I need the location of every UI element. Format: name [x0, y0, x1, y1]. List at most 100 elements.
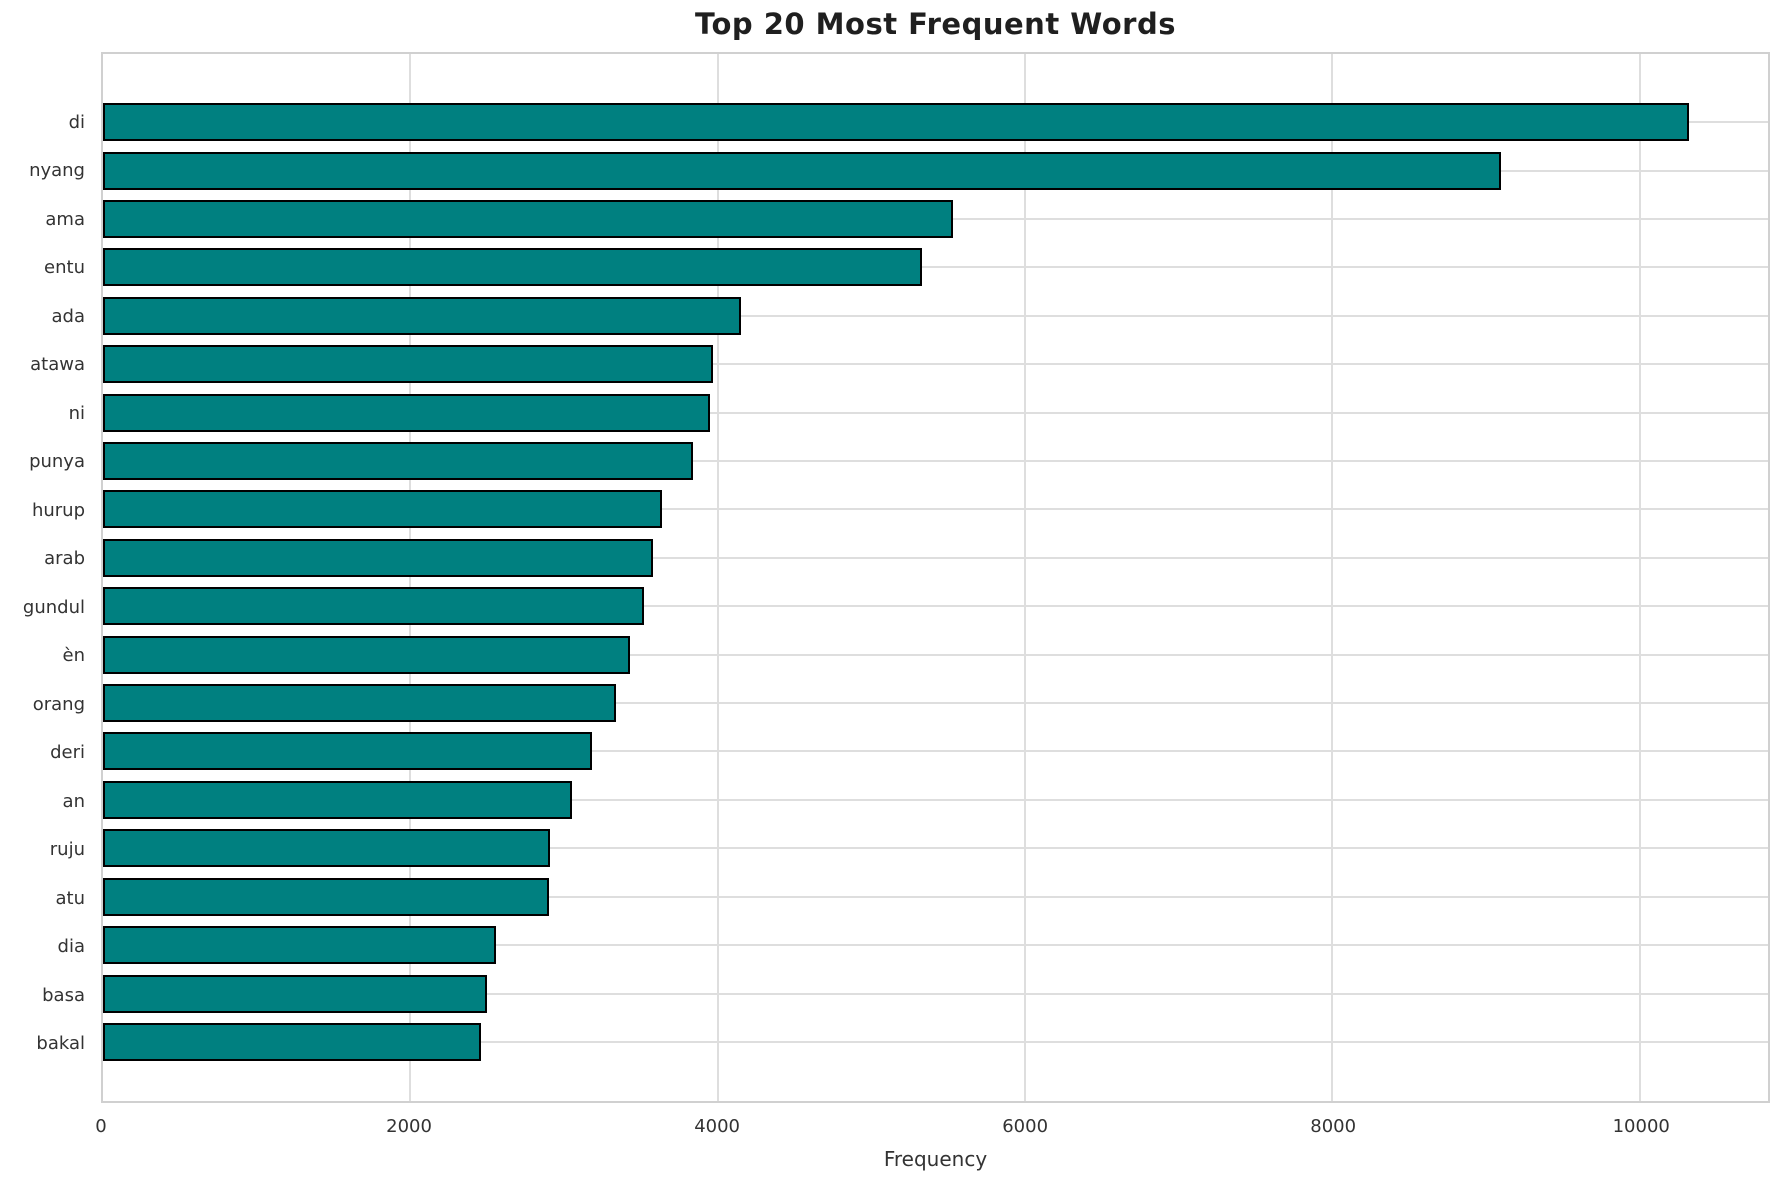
gridline-horizontal [103, 363, 1768, 366]
bar-row [103, 195, 1768, 243]
gridline-vertical [1638, 54, 1641, 1101]
bar-orang [103, 684, 617, 723]
x-tick-label: 0 [95, 1116, 107, 1137]
gridline-horizontal [103, 992, 1768, 995]
y-tick-label: an [62, 790, 85, 812]
y-tick-label: nyang [29, 160, 85, 182]
y-tick-row: ruju [0, 826, 93, 875]
y-tick-row: atawa [0, 341, 93, 390]
bar-row [103, 292, 1768, 340]
gridline-horizontal [103, 895, 1768, 898]
bar-row [103, 873, 1768, 921]
gridline-horizontal [103, 266, 1768, 269]
x-axis-title: Frequency [883, 1147, 988, 1171]
bar-row [103, 534, 1768, 582]
bar-arab [103, 538, 654, 577]
gridline-horizontal [103, 653, 1768, 656]
y-tick-row: ni [0, 389, 93, 438]
y-tick-row: deri [0, 729, 93, 778]
bar-ama [103, 200, 953, 239]
bar-row [103, 969, 1768, 1017]
bar-bakal [103, 1022, 481, 1061]
gridline-horizontal [103, 1040, 1768, 1043]
bar-hurup [103, 490, 663, 529]
gridline-horizontal [103, 702, 1768, 705]
bar-row [103, 727, 1768, 775]
y-tick-row: entu [0, 244, 93, 293]
bar-rows [103, 54, 1768, 1101]
y-tick-label: entu [44, 257, 85, 279]
bar-an [103, 780, 572, 819]
bar-basa [103, 974, 488, 1013]
bar-punya [103, 442, 694, 481]
bar-row [103, 921, 1768, 969]
y-tick-row: an [0, 777, 93, 826]
y-tick-label: di [68, 111, 85, 133]
bar-gundul [103, 587, 644, 626]
bar-row [103, 1018, 1768, 1066]
gridline-horizontal [103, 411, 1768, 414]
x-tick-label: 10000 [1612, 1116, 1670, 1137]
x-tick-label: 8000 [1310, 1116, 1357, 1137]
bar-row [103, 146, 1768, 194]
y-tick-row: orang [0, 680, 93, 729]
gridline-horizontal [103, 798, 1768, 801]
gridline-horizontal [103, 508, 1768, 511]
y-tick-row: atu [0, 874, 93, 923]
bar-row [103, 340, 1768, 388]
bar-ada [103, 296, 741, 335]
y-tick-row: ama [0, 195, 93, 244]
x-tick-label: 2000 [386, 1116, 432, 1137]
y-tick-label: atawa [30, 354, 85, 376]
y-tick-row: ada [0, 292, 93, 341]
y-tick-row: bakal [0, 1020, 93, 1069]
y-tick-label: atu [55, 887, 86, 909]
bar-deri [103, 732, 592, 771]
y-tick-label: ruju [49, 839, 85, 861]
bar-atawa [103, 345, 713, 384]
gridlines [103, 54, 1768, 1101]
gridline-horizontal [103, 460, 1768, 463]
bar-row [103, 437, 1768, 485]
gridline-vertical [716, 54, 719, 1101]
bar-row [103, 679, 1768, 727]
bar-entu [103, 248, 922, 287]
y-tick-label: orang [32, 693, 85, 715]
bar-row [103, 776, 1768, 824]
gridline-horizontal [103, 944, 1768, 947]
bar-dia [103, 926, 497, 965]
chart-title: Top 20 Most Frequent Words [695, 7, 1176, 41]
bar-èn [103, 635, 631, 674]
gridline-horizontal [103, 605, 1768, 608]
x-tick-label: 4000 [694, 1116, 740, 1137]
bar-row [103, 388, 1768, 436]
x-tick-label: 6000 [1002, 1116, 1049, 1137]
y-tick-label: basa [42, 984, 85, 1006]
bar-ruju [103, 829, 551, 868]
y-tick-label: dia [57, 936, 85, 958]
gridline-vertical [409, 54, 412, 1101]
y-tick-label: èn [62, 645, 85, 667]
gridline-horizontal [103, 750, 1768, 753]
y-axis-labels: di nyang ama entu ada atawa ni punya hurup arab gu… [0, 52, 93, 1103]
bar-di [103, 103, 1689, 142]
gridline-vertical [1023, 54, 1026, 1101]
y-tick-label: punya [29, 451, 85, 473]
bar-row [103, 98, 1768, 146]
y-tick-label: arab [44, 548, 85, 570]
y-tick-row: nyang [0, 147, 93, 196]
bar-row [103, 243, 1768, 291]
gridline-horizontal [103, 847, 1768, 850]
bar-nyang [103, 151, 1502, 190]
y-tick-label: deri [50, 742, 85, 764]
y-tick-label: hurup [31, 499, 85, 521]
y-tick-label: gundul [22, 596, 85, 618]
y-tick-label: ama [45, 208, 85, 230]
y-tick-row: dia [0, 923, 93, 972]
bar-row [103, 485, 1768, 533]
gridline-horizontal [103, 314, 1768, 317]
bar-row [103, 582, 1768, 630]
y-tick-label: bakal [36, 1033, 85, 1055]
plot-area [101, 52, 1770, 1103]
